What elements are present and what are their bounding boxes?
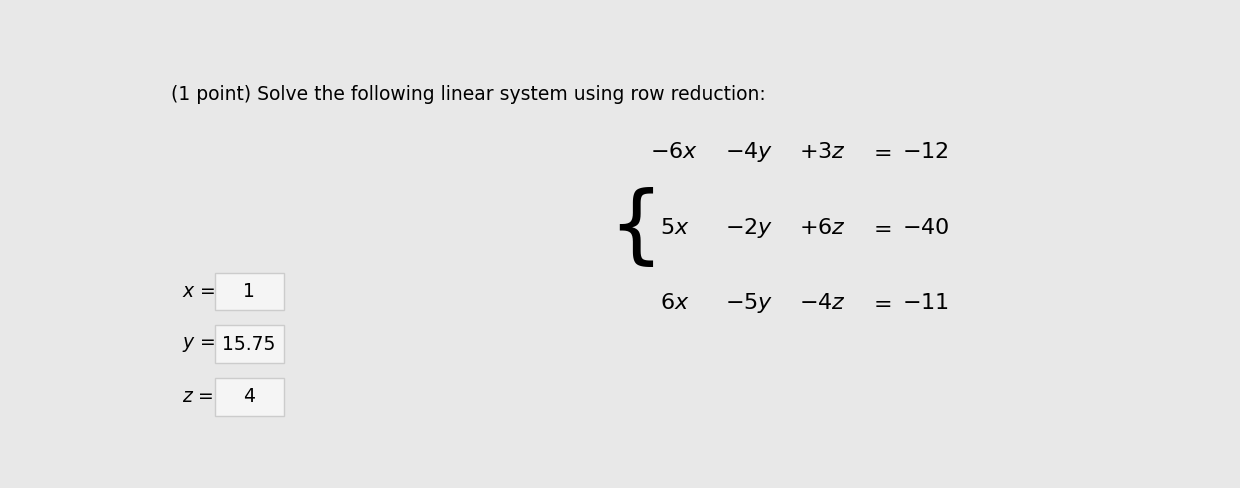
Text: $-4z$: $-4z$ — [799, 293, 846, 313]
Text: $\{$: $\{$ — [608, 185, 653, 270]
Text: $z$ =: $z$ = — [182, 387, 213, 406]
FancyBboxPatch shape — [215, 325, 284, 363]
Text: $-5y$: $-5y$ — [725, 291, 773, 315]
Text: $-2y$: $-2y$ — [725, 216, 773, 240]
Text: $6x$: $6x$ — [660, 293, 689, 313]
FancyBboxPatch shape — [215, 378, 284, 416]
Text: $x$ =: $x$ = — [182, 282, 216, 301]
Text: $-12$: $-12$ — [901, 142, 949, 163]
FancyBboxPatch shape — [215, 273, 284, 310]
Text: $5x$: $5x$ — [660, 218, 689, 238]
Text: 1: 1 — [243, 282, 255, 301]
Text: $=$: $=$ — [869, 142, 892, 163]
Text: $y$ =: $y$ = — [182, 335, 216, 354]
Text: $-6x$: $-6x$ — [650, 142, 698, 163]
Text: $=$: $=$ — [869, 293, 892, 313]
Text: $+6z$: $+6z$ — [799, 218, 846, 238]
Text: (1 point) Solve the following linear system using row reduction:: (1 point) Solve the following linear sys… — [171, 85, 766, 104]
Text: $-4y$: $-4y$ — [725, 141, 773, 164]
Text: $-40$: $-40$ — [901, 218, 950, 238]
Text: 4: 4 — [243, 387, 255, 406]
Text: $=$: $=$ — [869, 218, 892, 238]
Text: $-11$: $-11$ — [901, 293, 949, 313]
Text: 15.75: 15.75 — [222, 335, 275, 354]
Text: $+3z$: $+3z$ — [799, 142, 846, 163]
